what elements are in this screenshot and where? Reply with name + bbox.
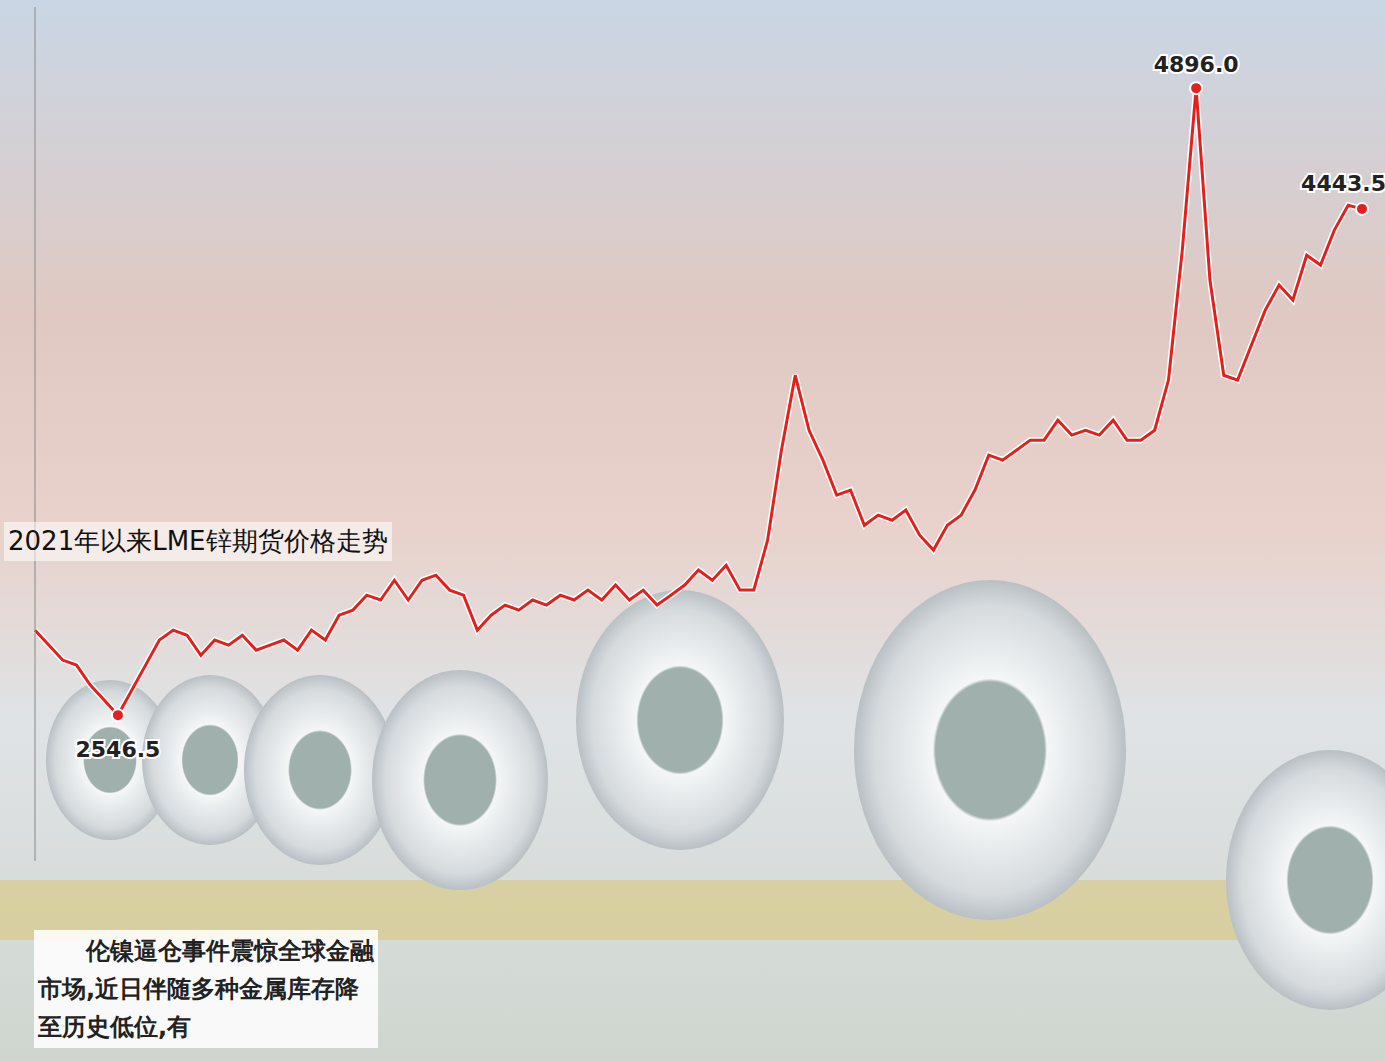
html-text:伦镍逼仓事件震惊全球金融市场,近日伴随多种金属库存降至历史低: 伦镍逼仓事件震惊全球金融市场,近日伴随多种金属库存降至历史低位,有: [38, 937, 374, 1041]
svg-text:4896.0: 4896.0: [1154, 52, 1239, 77]
svg-text:2546.5: 2546.5: [75, 737, 160, 762]
svg-text:4443.5: 4443.5: [1301, 171, 1385, 196]
html-text:2021年以来LME锌期货价格走势: 2021年以来LME锌期货价格走势: [8, 526, 388, 556]
